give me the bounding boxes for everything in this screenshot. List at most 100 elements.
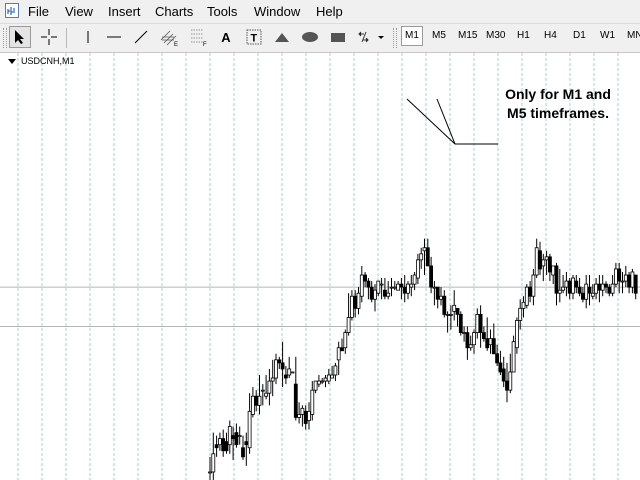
- toolbar-grip-2[interactable]: [393, 28, 397, 48]
- candle-body: [293, 383, 298, 418]
- candle-body: [399, 283, 404, 288]
- candle-body: [320, 380, 325, 383]
- candle-body: [231, 435, 236, 440]
- timeframe-m1[interactable]: M1: [401, 26, 423, 46]
- candle-body: [511, 341, 516, 373]
- timeframe-m30[interactable]: M30: [486, 30, 506, 41]
- candle-body: [630, 271, 635, 288]
- candle-body: [366, 280, 371, 288]
- candle-body: [541, 259, 546, 267]
- candlestick-series: [208, 238, 638, 480]
- triangle-icon: [275, 33, 289, 42]
- menu-tools[interactable]: Tools: [207, 4, 238, 19]
- candle-body: [283, 374, 288, 379]
- text-button[interactable]: A: [215, 26, 237, 48]
- fibonacci-button[interactable]: F: [187, 26, 209, 48]
- candle-body: [604, 283, 608, 288]
- menu-window[interactable]: Window: [254, 4, 301, 19]
- candle-body: [386, 292, 391, 297]
- timeframe-h4[interactable]: H4: [544, 30, 557, 41]
- price-chart[interactable]: [0, 53, 640, 480]
- candle-body: [346, 317, 351, 333]
- candle-body: [544, 256, 549, 261]
- menu-help[interactable]: Help: [316, 4, 343, 19]
- candle-body: [574, 280, 579, 288]
- candle-body: [429, 265, 434, 288]
- crosshair-button[interactable]: [38, 26, 60, 48]
- candle-body: [277, 359, 282, 364]
- candle-body: [498, 362, 503, 373]
- candle-body: [379, 283, 384, 286]
- candle-body: [617, 268, 622, 282]
- vertical-line-button[interactable]: [77, 26, 99, 48]
- equidistant-channel-button[interactable]: E: [158, 26, 180, 48]
- arrows-dropdown-button[interactable]: [356, 26, 386, 48]
- candle-body: [597, 283, 602, 291]
- candle-body: [270, 377, 275, 382]
- fibonacci-retracement-icon: F: [191, 29, 207, 47]
- candle-body: [455, 307, 460, 315]
- candle-body: [353, 295, 358, 309]
- candle-body: [495, 353, 500, 364]
- cursor-arrow-button[interactable]: [9, 26, 31, 48]
- candle-body: [323, 377, 328, 382]
- equidistant-channel-icon: E: [160, 30, 178, 47]
- symbol-dropdown-icon[interactable]: [8, 59, 16, 64]
- horizontal-line-button[interactable]: [103, 26, 125, 48]
- menu-view[interactable]: View: [65, 4, 93, 19]
- candle-body: [577, 286, 582, 294]
- candle-body: [505, 380, 509, 391]
- candle-body: [369, 286, 374, 300]
- candle-body: [244, 441, 249, 446]
- candle-body: [561, 286, 565, 291]
- candle-body: [465, 332, 470, 349]
- callout-line-1: Only for M1 and: [505, 86, 611, 102]
- callout-leader-line: [406, 98, 498, 145]
- candle-body: [442, 295, 447, 315]
- trendline-button[interactable]: [130, 26, 152, 48]
- candle-body: [458, 314, 463, 333]
- app-icon: [5, 3, 19, 18]
- ellipse-button[interactable]: [299, 26, 321, 48]
- timeframe-w1[interactable]: W1: [600, 30, 615, 41]
- candle-body: [472, 332, 476, 346]
- timeframe-m5[interactable]: M5: [432, 30, 446, 41]
- candle-body: [373, 289, 377, 300]
- menu-charts[interactable]: Charts: [155, 4, 194, 19]
- candle-body: [557, 289, 562, 294]
- drawing-toolbar: E F A T M1 M5 M15 M30 H1 H4 D1 W1 MN: [0, 24, 640, 53]
- timeframe-mn[interactable]: MN: [627, 30, 640, 41]
- callout-line-2: M5 timeframes.: [507, 105, 609, 121]
- timeframe-d1[interactable]: D1: [573, 30, 586, 41]
- timeframe-h1[interactable]: H1: [517, 30, 530, 41]
- toolbar-grip[interactable]: [3, 28, 7, 48]
- candle-body: [554, 265, 559, 294]
- candle-body: [300, 407, 305, 415]
- candle-body: [406, 283, 410, 294]
- annotation-callout: Only for M1 and M5 timeframes.: [492, 85, 624, 123]
- candle-body: [303, 410, 308, 424]
- callout-pointer: [406, 98, 498, 145]
- text-label-button[interactable]: T: [243, 26, 265, 48]
- menu-bar: File View Insert Charts Tools Window Hel…: [0, 0, 640, 24]
- menu-insert[interactable]: Insert: [108, 4, 141, 19]
- candle-body: [584, 283, 589, 300]
- candle-body: [627, 274, 631, 288]
- triangle-button[interactable]: [271, 26, 293, 48]
- candle-body: [485, 338, 490, 349]
- candle-body: [241, 447, 245, 458]
- toolbar-separator: [66, 28, 67, 48]
- candle-body: [409, 283, 414, 288]
- candle-body: [564, 280, 569, 288]
- candle-body: [297, 413, 302, 418]
- timeframe-m15[interactable]: M15: [458, 30, 478, 41]
- candle-body: [336, 347, 341, 361]
- menu-file[interactable]: File: [28, 4, 49, 19]
- candle-body: [600, 283, 605, 291]
- candle-body: [432, 286, 437, 289]
- candle-body: [468, 344, 473, 349]
- candle-body: [254, 395, 259, 406]
- vertical-line-icon: [87, 31, 89, 43]
- rectangle-icon: [331, 33, 345, 42]
- rectangle-button[interactable]: [327, 26, 349, 48]
